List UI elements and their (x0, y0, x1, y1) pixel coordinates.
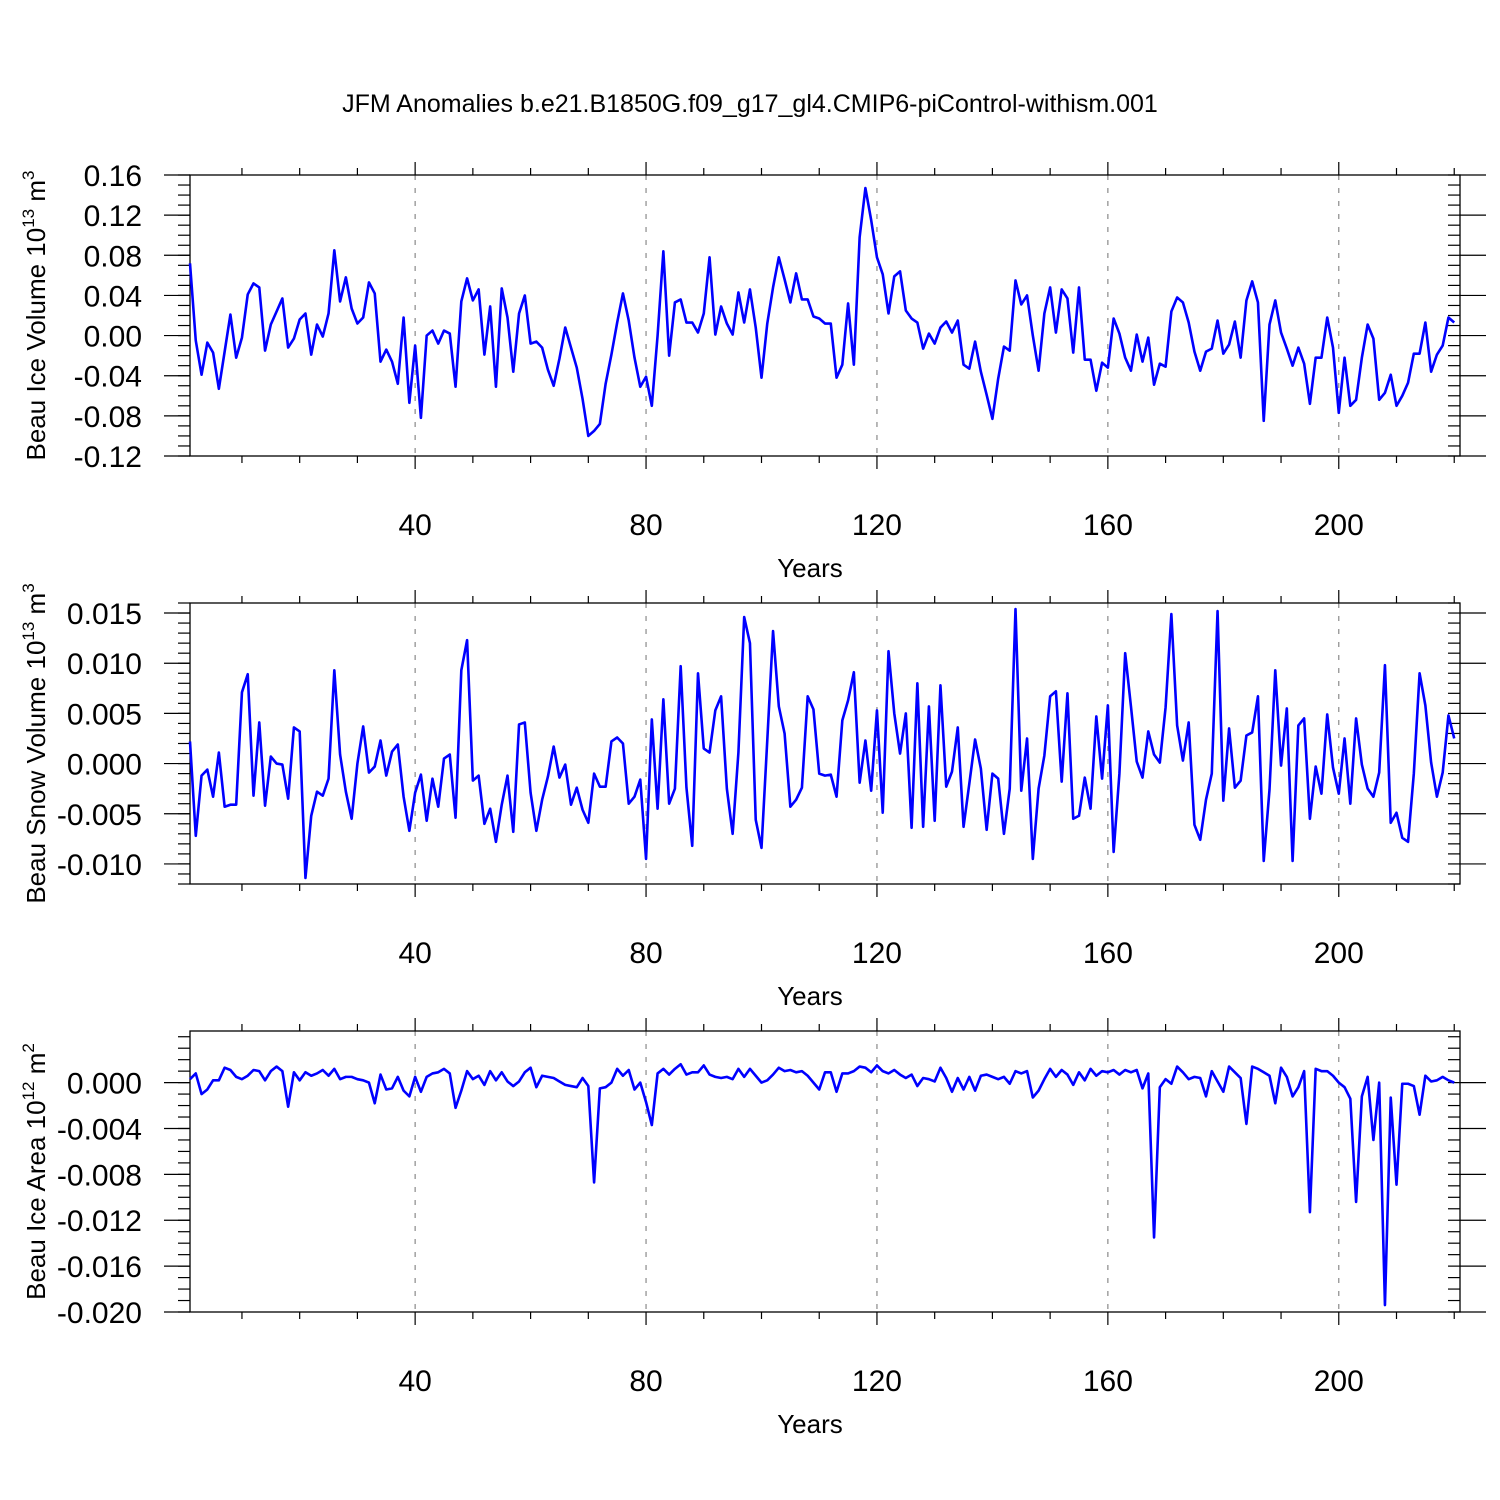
series-line (189, 1062, 1455, 1307)
x-tick-label: 80 (629, 509, 662, 542)
y-tick-label: -0.12 (74, 441, 142, 474)
x-tick-label: 120 (852, 509, 902, 542)
x-tick-label: 120 (852, 937, 902, 970)
chart-panel-1: 40 80 120 160 200 -0.12 -0.08 -0.04 0.00 0.04 0.08… (19, 160, 1486, 583)
x-axis-label: Years (777, 553, 843, 583)
y-tick-label: 0.16 (84, 160, 142, 193)
y-tick-label: -0.08 (74, 401, 142, 434)
x-tick-label: 200 (1314, 509, 1364, 542)
y-axis-label: Beau Ice Volume 1013 m3 (19, 171, 51, 461)
series-line (188, 186, 1456, 438)
y-tick-label: 0.08 (84, 240, 142, 273)
y-tick-label: -0.010 (57, 849, 142, 882)
y-tick-label: 0.000 (67, 749, 142, 782)
plot-frame (189, 1030, 1461, 1313)
x-tick-label: 40 (398, 937, 431, 970)
x-tick-label: 160 (1083, 1365, 1133, 1398)
y-tick-label: -0.016 (57, 1251, 142, 1284)
y-tick-label: 0.005 (67, 698, 142, 731)
x-tick-label: 200 (1314, 937, 1364, 970)
y-axis-label: Beau Snow Volume 1013 m3 (19, 583, 51, 903)
figure-title: JFM Anomalies b.e21.B1850G.f09_g17_gl4.C… (342, 90, 1158, 118)
y-tick-label: 0.04 (84, 280, 142, 313)
x-tick-label: 40 (398, 509, 431, 542)
x-tick-label: 200 (1314, 1365, 1364, 1398)
y-tick-label: 0.015 (67, 598, 142, 631)
y-tick-label: -0.04 (74, 361, 142, 394)
y-tick-label: -0.005 (57, 799, 142, 832)
x-tick-label: 160 (1083, 509, 1133, 542)
y-axis-label: Beau Ice Area 1012 m2 (19, 1043, 51, 1300)
series-line (188, 607, 1456, 880)
y-tick-label: -0.012 (57, 1205, 142, 1238)
y-tick-label: 0.00 (84, 321, 142, 354)
y-tick-label: -0.004 (57, 1113, 142, 1146)
y-tick-label: -0.020 (57, 1297, 142, 1330)
x-tick-label: 160 (1083, 937, 1133, 970)
chart-panel-2: 40 80 120 160 200 -0.010 -0.005 0.000 0.005 0.010… (19, 583, 1486, 1011)
x-tick-label: 80 (629, 1365, 662, 1398)
panels: 40 80 120 160 200 -0.12 -0.08 -0.04 0.00 0.04 0.08… (19, 160, 1486, 1439)
x-tick-label: 40 (398, 1365, 431, 1398)
x-axis-label: Years (777, 981, 843, 1011)
x-axis-label: Years (777, 1409, 843, 1439)
chart-panel-3: 40 80 120 160 200 -0.020 -0.016 -0.012 -0.008 -0.… (19, 1018, 1486, 1439)
x-tick-label: 80 (629, 937, 662, 970)
y-tick-label: 0.12 (84, 200, 142, 233)
y-tick-label: 0.000 (67, 1068, 142, 1101)
y-tick-label: -0.008 (57, 1159, 142, 1192)
x-tick-label: 120 (852, 1365, 902, 1398)
plot-frame (189, 174, 1461, 457)
y-tick-label: 0.010 (67, 648, 142, 681)
